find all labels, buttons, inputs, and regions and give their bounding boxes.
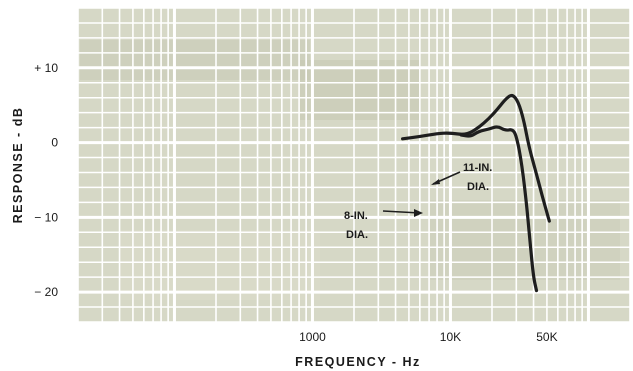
y-tick-label: − 20: [34, 285, 58, 299]
x-tick-label: 10K: [440, 330, 461, 344]
annotation-8in-line1: 8-IN.: [344, 210, 368, 222]
y-tick-label: 0: [51, 136, 58, 150]
y-axis-label: RESPONSE - dB: [11, 107, 25, 224]
y-axis-ticks: + 10 0 − 10 − 20: [34, 61, 58, 299]
annotation-11in-line1: 11-IN.: [463, 162, 492, 174]
arrow-8in-head: [414, 209, 423, 217]
annotation-8in-line2: DIA.: [346, 229, 368, 241]
y-tick-label: + 10: [34, 61, 58, 75]
arrow-8in: [382, 210, 421, 214]
x-axis-ticks: 1000 10K 50K: [299, 330, 557, 344]
x-tick-label: 1000: [299, 330, 326, 344]
annotation-11in-line2: DIA.: [467, 181, 489, 193]
annotation-11in: 11-IN. DIA.: [463, 162, 492, 193]
grid: [78, 8, 630, 322]
annotation-arrows: [382, 171, 461, 217]
x-axis-label: FREQUENCY - Hz: [295, 355, 421, 369]
annotation-8in: 8-IN. DIA.: [344, 210, 368, 241]
arrow-11in-head: [431, 179, 440, 185]
curves: [401, 93, 551, 293]
x-tick-label: 50K: [536, 330, 557, 344]
series-line-8in: [459, 125, 539, 293]
y-tick-label: − 10: [34, 210, 58, 224]
series-line-11in: [401, 93, 551, 223]
